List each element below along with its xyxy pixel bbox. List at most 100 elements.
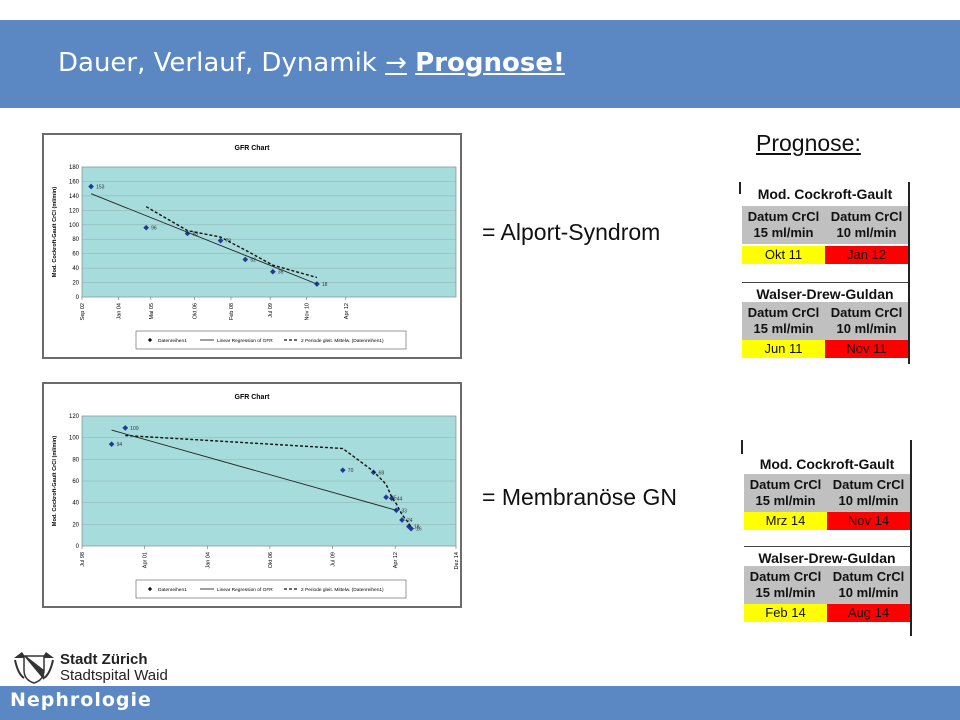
table-header: Datum CrCl 15 ml/min Datum CrCl 10 ml/mi…	[744, 566, 910, 604]
data-point	[393, 507, 400, 514]
table-header: Datum CrCl 15 ml/min Datum CrCl 10 ml/mi…	[742, 206, 908, 244]
y-tick-label: 100	[69, 436, 80, 442]
title-bar	[0, 20, 960, 108]
x-tick-label: Apr 12	[393, 552, 399, 568]
y-tick-label: 60	[72, 479, 79, 485]
date-10-cell: Nov 14	[827, 512, 910, 530]
legend-label: Datenreihen1	[158, 338, 187, 344]
legend-label: 2 Periode gleit. Mittelw. (Datenreihen1)	[301, 587, 384, 593]
zurich-crest-icon	[14, 652, 54, 684]
col-header-10: Datum CrCl 10 ml/min	[830, 209, 903, 240]
col-header-10: Datum CrCl 10 ml/min	[832, 477, 905, 508]
y-tick-label: 0	[76, 295, 80, 301]
regression-line	[111, 429, 397, 511]
x-tick-label: Okt 06	[268, 552, 274, 568]
data-label: 88	[192, 231, 198, 237]
x-tick-label: Jan 04	[117, 303, 123, 320]
moving-average-line	[125, 434, 412, 528]
date-15-cell: Feb 14	[744, 604, 827, 622]
legend-box	[135, 579, 407, 599]
data-point	[143, 224, 149, 231]
x-tick-label: Jul 09	[268, 303, 274, 318]
date-10-cell: Aug 14	[827, 604, 910, 622]
date-15-cell: Okt 11	[742, 246, 825, 264]
x-tick-label: Okt 06	[192, 303, 198, 319]
x-tick-label: Dez 14	[454, 552, 460, 569]
legend-marker	[147, 337, 153, 343]
data-point	[314, 281, 320, 287]
hospital-name: Stadtspital Waid	[60, 667, 168, 684]
data-point	[217, 237, 224, 244]
y-axis-label: Mod. Cockroft-Gault CrCl (ml/min)	[52, 187, 58, 278]
y-tick-label: 140	[69, 194, 80, 200]
data-label: 18	[322, 282, 328, 288]
y-tick-label: 20	[72, 522, 79, 528]
x-tick-label: Apr 12	[344, 303, 350, 319]
data-point	[383, 494, 389, 501]
date-10-cell: Nov 11	[825, 340, 908, 358]
legend-label: Datenreihen1	[158, 587, 187, 593]
data-label: 109	[130, 426, 139, 432]
x-tick-label: Nov 10	[305, 303, 311, 320]
section-cockroft: Mod. Cockroft-Gault	[757, 186, 893, 202]
label-membranous: = Membranöse GN	[482, 484, 677, 510]
y-tick-label: 100	[69, 223, 80, 229]
y-tick-label: 40	[72, 501, 79, 507]
legend-label: Linear Regression of GFR	[217, 338, 273, 344]
y-tick-label: 40	[72, 266, 79, 272]
y-tick-label: 60	[72, 252, 79, 258]
y-tick-label: 80	[72, 457, 79, 463]
title-emphasis: Prognose!	[415, 48, 565, 78]
y-tick-label: 20	[72, 281, 79, 287]
data-label: 94	[117, 442, 123, 448]
arrow-icon: →	[385, 48, 407, 78]
col-header-10: Datum CrCl 10 ml/min	[832, 569, 905, 600]
x-tick-label: Jan 04	[205, 552, 211, 569]
x-tick-label: Jul 09	[331, 552, 337, 567]
plot-area	[81, 166, 457, 298]
legend-box	[135, 330, 407, 350]
y-tick-label: 120	[69, 208, 80, 214]
org-name: Stadt Zürich	[60, 651, 148, 668]
x-tick-label: Feb 08	[229, 303, 235, 320]
section-walser: Walser-Drew-Guldan	[756, 286, 894, 302]
prognosis-table-membranous: Mod. Cockroft-Gault Datum CrCl 15 ml/min…	[741, 440, 912, 636]
data-label: 68	[379, 470, 385, 476]
table-divider	[744, 546, 910, 547]
data-label: 96	[151, 226, 157, 232]
y-axis-label: Mod. Cockroft-Gault CrCl (ml/min)	[52, 436, 58, 527]
table-border	[739, 182, 741, 194]
prognose-heading: Prognose:	[756, 130, 861, 156]
slide-title: Dauer, Verlauf, Dynamik → Prognose!	[58, 48, 565, 78]
table-border	[908, 182, 910, 364]
data-label: 33	[401, 508, 407, 514]
data-label: 35	[278, 270, 284, 276]
gfr-chart-alport: GFR Chart 0 20 40 60 80 100 120 140 160 180 Sep 02 J…	[42, 133, 462, 359]
col-header-15: Datum CrCl 15 ml/min	[747, 209, 820, 240]
legend-label: 2 Periode gleit. Mittelw. (Datenreihen1)	[301, 338, 384, 344]
legend-label: Linear Regression of GFR	[217, 587, 273, 593]
section-walser: Walser-Drew-Guldan	[758, 550, 896, 566]
date-15-cell: Jun 11	[742, 340, 825, 358]
table-row: Jun 11 Nov 11	[742, 340, 908, 358]
y-tick-label: 120	[69, 414, 80, 420]
moving-average-line	[145, 206, 318, 279]
legend-marker	[147, 586, 153, 592]
col-header-15: Datum CrCl 15 ml/min	[747, 305, 820, 336]
x-tick-label: Sep 02	[80, 303, 86, 320]
col-header-15: Datum CrCl 15 ml/min	[749, 477, 822, 508]
col-header-10: Datum CrCl 10 ml/min	[830, 305, 903, 336]
date-10-cell: Jan 12	[825, 246, 908, 264]
x-tick-label: Apr 01	[143, 552, 149, 568]
chart-title: GFR Chart	[235, 394, 271, 401]
y-tick-label: 80	[72, 237, 79, 243]
data-label: 24	[407, 518, 413, 524]
prognosis-table-alport: Mod. Cockroft-Gault Datum CrCl 15 ml/min…	[739, 182, 910, 364]
date-15-cell: Mrz 14	[744, 512, 827, 530]
footer-bar	[0, 686, 960, 720]
data-label: 70	[348, 468, 354, 474]
section-cockroft: Mod. Cockroft-Gault	[759, 456, 895, 472]
table-row: Mrz 14 Nov 14	[744, 512, 910, 530]
chart-title: GFR Chart	[235, 145, 271, 152]
table-header: Datum CrCl 15 ml/min Datum CrCl 10 ml/mi…	[742, 302, 908, 340]
